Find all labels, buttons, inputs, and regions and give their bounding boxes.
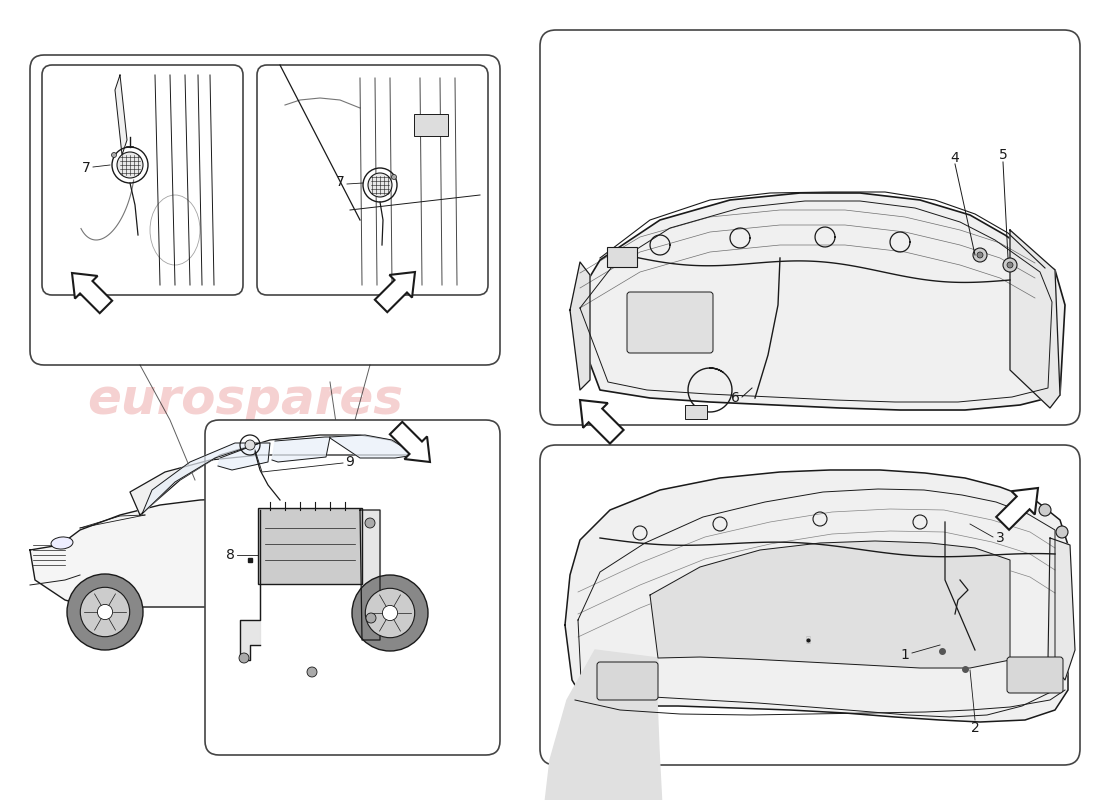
Ellipse shape	[51, 537, 73, 549]
Text: 🔱: 🔱	[805, 635, 811, 645]
Polygon shape	[330, 435, 415, 458]
FancyBboxPatch shape	[1006, 657, 1063, 693]
Circle shape	[368, 173, 392, 197]
FancyBboxPatch shape	[597, 662, 658, 700]
Polygon shape	[116, 75, 127, 155]
Text: eurospares: eurospares	[86, 218, 244, 242]
Polygon shape	[72, 273, 112, 313]
Polygon shape	[240, 510, 260, 660]
Polygon shape	[570, 262, 590, 390]
Text: 2: 2	[970, 721, 979, 735]
FancyBboxPatch shape	[540, 445, 1080, 765]
FancyBboxPatch shape	[685, 405, 707, 419]
FancyBboxPatch shape	[627, 292, 713, 353]
Text: 8: 8	[226, 548, 234, 562]
Circle shape	[1006, 262, 1013, 268]
Polygon shape	[272, 437, 330, 462]
Circle shape	[1056, 526, 1068, 538]
Polygon shape	[997, 488, 1038, 530]
Polygon shape	[1048, 538, 1075, 680]
Text: 6: 6	[730, 391, 739, 405]
Circle shape	[1040, 504, 1050, 516]
Polygon shape	[389, 422, 430, 462]
Circle shape	[80, 587, 130, 637]
Text: 1: 1	[901, 648, 910, 662]
FancyBboxPatch shape	[42, 65, 243, 295]
Polygon shape	[565, 470, 1068, 722]
Circle shape	[307, 667, 317, 677]
Circle shape	[392, 174, 396, 179]
Polygon shape	[650, 541, 1010, 668]
Circle shape	[239, 653, 249, 663]
Polygon shape	[142, 443, 260, 514]
Text: eurospares: eurospares	[87, 376, 403, 424]
Polygon shape	[1010, 230, 1060, 408]
Text: 5: 5	[999, 148, 1008, 162]
Polygon shape	[218, 443, 270, 470]
Text: 9: 9	[345, 455, 354, 469]
Text: eurospares: eurospares	[261, 218, 419, 242]
Circle shape	[1003, 258, 1018, 272]
Polygon shape	[570, 193, 1065, 410]
FancyBboxPatch shape	[258, 508, 362, 584]
Circle shape	[111, 153, 117, 158]
FancyBboxPatch shape	[540, 30, 1080, 425]
Text: 7: 7	[336, 175, 344, 189]
Circle shape	[366, 613, 376, 623]
Circle shape	[67, 574, 143, 650]
FancyBboxPatch shape	[414, 114, 448, 136]
Circle shape	[352, 575, 428, 651]
Polygon shape	[360, 510, 379, 640]
Polygon shape	[130, 435, 420, 515]
Text: eurospares: eurospares	[634, 275, 826, 305]
Polygon shape	[541, 650, 668, 800]
Circle shape	[977, 252, 983, 258]
Text: 4: 4	[950, 151, 959, 165]
Circle shape	[365, 518, 375, 528]
Text: 3: 3	[996, 531, 1004, 545]
Polygon shape	[30, 498, 489, 612]
Circle shape	[117, 152, 143, 178]
FancyBboxPatch shape	[205, 420, 500, 755]
Polygon shape	[580, 400, 624, 443]
Text: 7: 7	[81, 161, 90, 175]
Circle shape	[383, 606, 397, 621]
Circle shape	[365, 588, 415, 638]
Polygon shape	[375, 272, 415, 312]
Circle shape	[98, 605, 112, 619]
Circle shape	[245, 440, 255, 450]
Text: eurospares: eurospares	[634, 586, 826, 614]
FancyBboxPatch shape	[30, 55, 500, 365]
Circle shape	[974, 248, 987, 262]
FancyBboxPatch shape	[607, 247, 637, 267]
FancyBboxPatch shape	[257, 65, 488, 295]
